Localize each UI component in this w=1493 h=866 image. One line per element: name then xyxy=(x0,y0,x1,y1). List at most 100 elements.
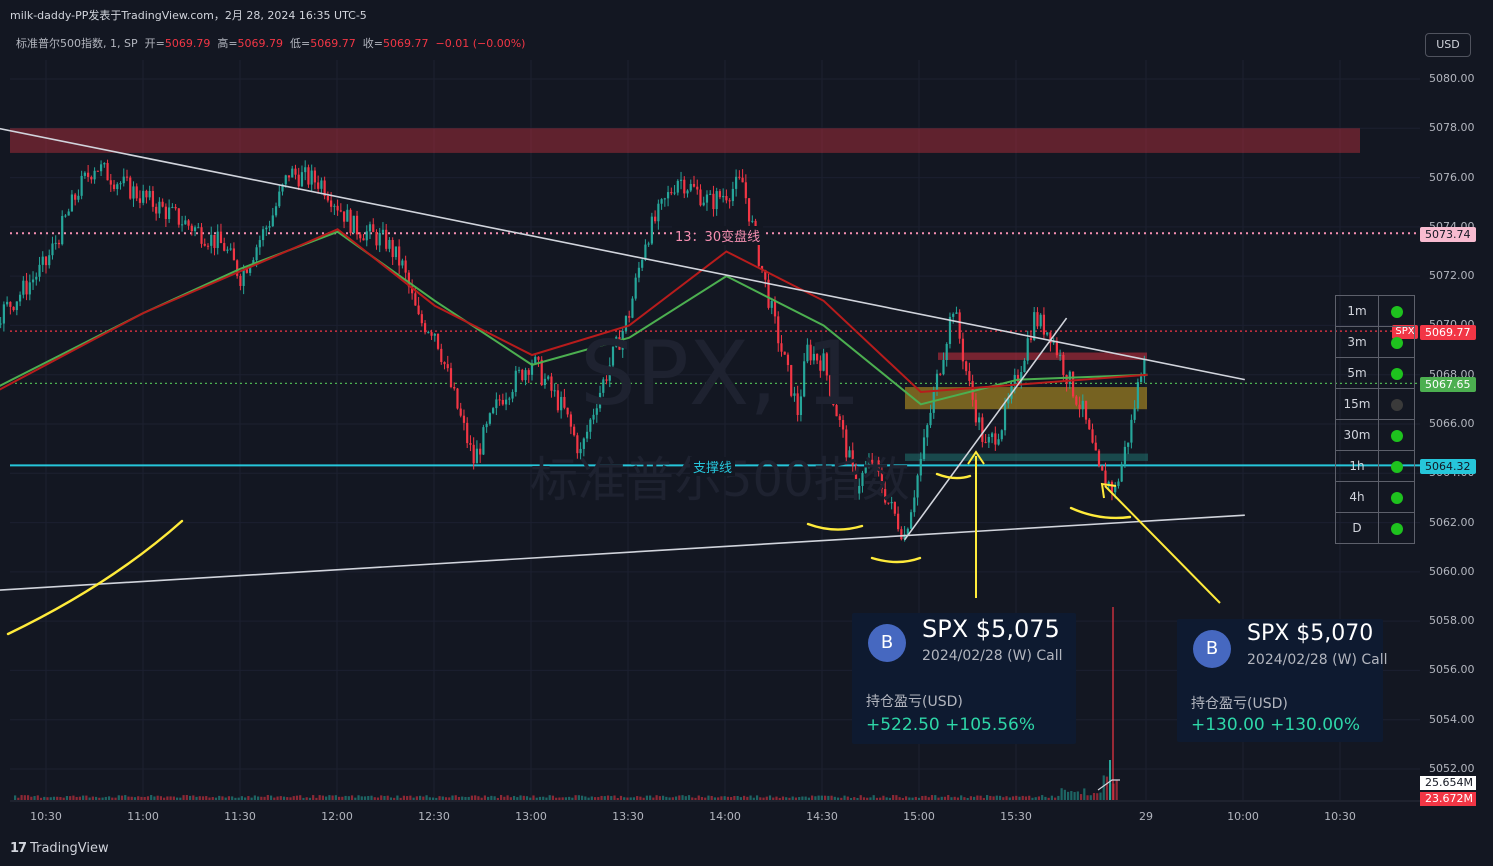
candle-body xyxy=(579,448,582,454)
volume-bar xyxy=(710,796,713,800)
volume-bar xyxy=(856,797,859,800)
volume-bar xyxy=(467,796,470,800)
candle-body xyxy=(916,475,919,498)
candle-body xyxy=(28,282,31,295)
volume-bar xyxy=(503,796,506,800)
volume-bar xyxy=(930,795,934,800)
tradingview-brand[interactable]: 17 TradingView xyxy=(10,841,109,856)
candle-body xyxy=(174,206,177,209)
position-card-1[interactable]: B SPX $5,075 2024/02/28 (W) Call 持仓盈亏(US… xyxy=(852,613,1076,744)
candle-body xyxy=(660,199,663,204)
volume-bar xyxy=(840,797,843,800)
candle-body xyxy=(819,360,822,371)
candle-body xyxy=(919,458,922,476)
candle-body xyxy=(31,279,35,283)
candle-body xyxy=(440,348,443,363)
volume-bar xyxy=(927,797,930,800)
candle-body xyxy=(598,392,602,409)
candle-body xyxy=(112,184,116,190)
candle-body xyxy=(521,369,524,381)
volume-bar xyxy=(273,797,276,800)
candle-body xyxy=(142,190,145,203)
candle-body xyxy=(735,176,738,189)
high-label: 高= xyxy=(217,37,238,50)
time-tick: 15:00 xyxy=(903,810,935,823)
candle-body xyxy=(550,376,553,391)
candle-body xyxy=(961,338,965,362)
volume-bar xyxy=(862,797,866,800)
volume-bar xyxy=(671,797,674,800)
candle-body xyxy=(624,316,628,332)
candle-body xyxy=(751,220,754,222)
candle-body xyxy=(990,433,994,437)
volume-bar xyxy=(590,796,593,800)
candle-body xyxy=(177,208,180,225)
candle-body xyxy=(239,275,242,286)
candle-body xyxy=(417,305,420,315)
position-card-2[interactable]: B SPX $5,070 2024/02/28 (W) Call 持仓盈亏(US… xyxy=(1177,619,1388,742)
volume-ma xyxy=(1097,779,1120,791)
candle-body xyxy=(44,256,48,266)
volume-bar xyxy=(749,795,752,800)
candle-body xyxy=(271,215,274,227)
volume-bar xyxy=(778,797,781,800)
candle-body xyxy=(466,422,469,444)
volume-bar xyxy=(516,797,519,800)
volume-bar xyxy=(347,796,350,800)
currency-button[interactable]: USD xyxy=(1425,33,1471,57)
candle-body xyxy=(171,206,174,208)
candle-body xyxy=(647,243,650,245)
candle-body xyxy=(906,528,909,535)
volume-bar xyxy=(338,796,341,800)
volume-bar xyxy=(188,795,192,800)
volume-bar xyxy=(101,797,104,800)
volume-bar xyxy=(95,796,98,800)
volume-bar xyxy=(775,796,778,800)
volume-bar xyxy=(425,795,428,800)
volume-bar xyxy=(743,795,746,800)
volume-bar xyxy=(956,797,960,800)
annotations xyxy=(6,450,1221,636)
volume-bar xyxy=(888,797,891,800)
volume-bar xyxy=(224,797,227,800)
annotation-arrow-head xyxy=(967,450,985,465)
candle-body xyxy=(1055,340,1058,356)
candle-body xyxy=(605,379,608,381)
volume-bar xyxy=(645,795,648,800)
volume-bar xyxy=(257,796,260,800)
volume-bar xyxy=(179,797,182,800)
candle-body xyxy=(391,239,394,258)
volume-bar xyxy=(107,796,111,800)
volume-bar xyxy=(804,796,807,800)
annotation-curve xyxy=(935,472,972,480)
volume-bar xyxy=(869,797,872,800)
volume-bar xyxy=(509,797,512,800)
candle-body xyxy=(339,210,342,212)
volume-bar xyxy=(244,797,247,800)
volume-bar xyxy=(561,797,564,800)
candle-body xyxy=(158,201,161,214)
candle-body xyxy=(540,359,543,386)
volume-bar xyxy=(376,797,380,800)
candle-body xyxy=(67,211,70,216)
timeframe-row: 1h xyxy=(1335,450,1415,482)
volume-bar xyxy=(1073,792,1076,800)
candle-body xyxy=(1097,450,1101,466)
volume-bar xyxy=(143,796,146,800)
candle-body xyxy=(851,450,854,466)
candle-body xyxy=(323,180,326,196)
symbol-name[interactable]: 标准普尔500指数, 1, SP xyxy=(16,37,138,50)
candle-body xyxy=(874,460,877,464)
candle-body xyxy=(320,180,323,189)
candle-body xyxy=(517,369,521,371)
candle-body xyxy=(955,312,958,314)
volume-bar xyxy=(250,797,253,800)
volume-bar xyxy=(201,796,205,800)
volume-bar xyxy=(419,795,422,800)
volume-bar xyxy=(295,795,299,800)
candle-body xyxy=(498,399,501,401)
volume-bar xyxy=(736,795,739,800)
volume-bar xyxy=(370,795,373,800)
volume-bar xyxy=(1018,796,1021,800)
